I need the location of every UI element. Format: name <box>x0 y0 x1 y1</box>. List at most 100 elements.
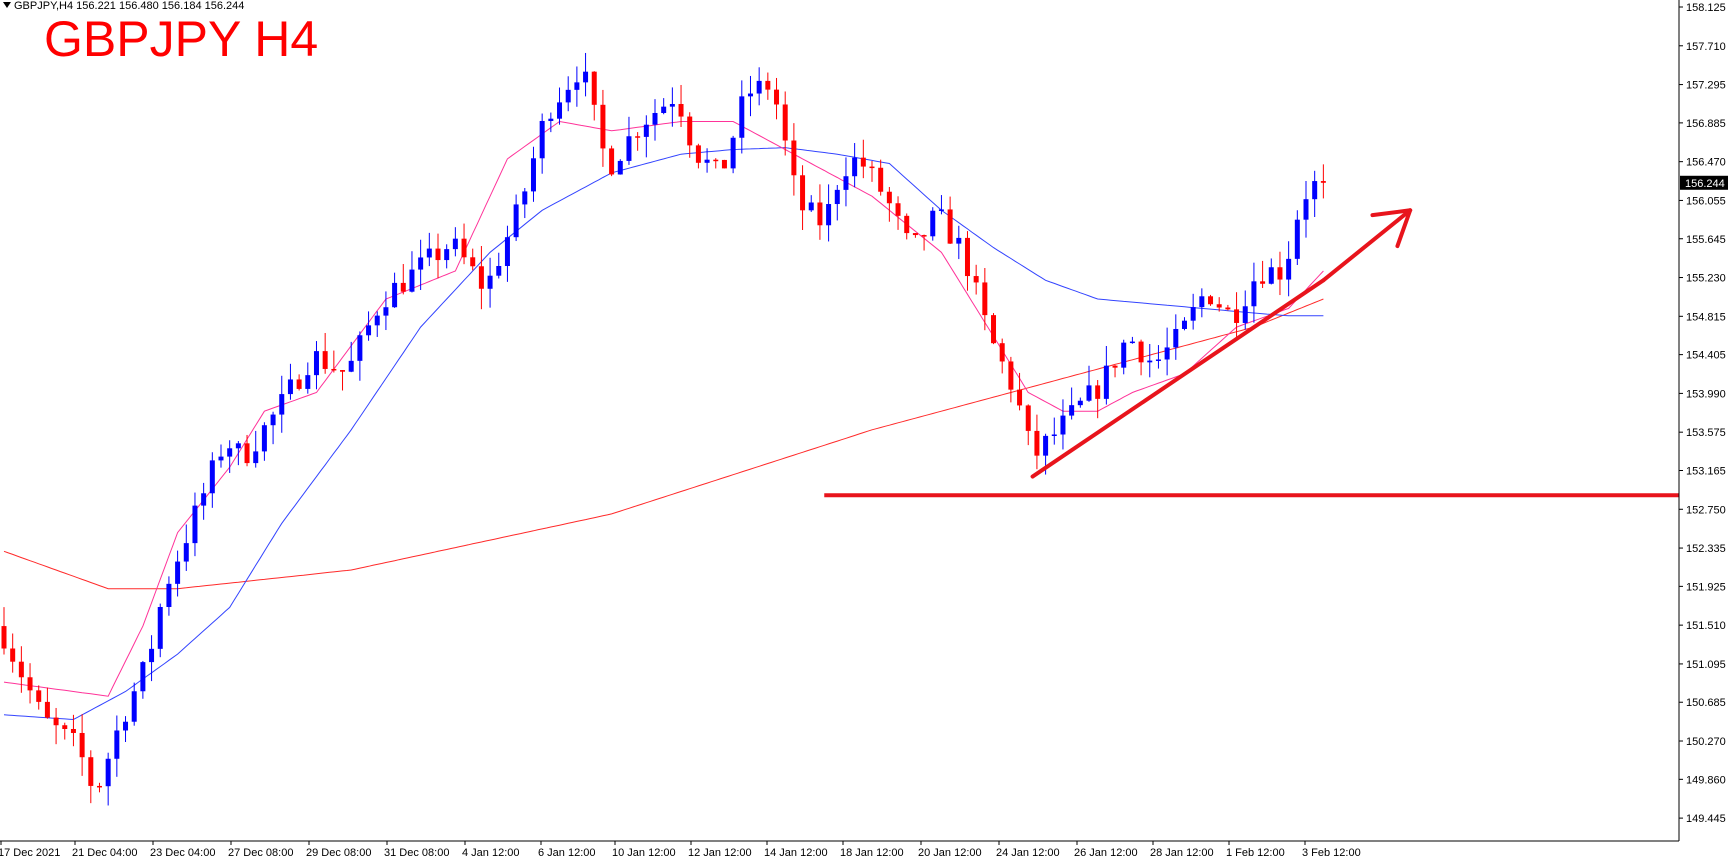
y-tick-label: 153.990 <box>1686 388 1726 400</box>
candle <box>1225 304 1231 311</box>
x-tick-label: 12 Jan 12:00 <box>688 847 752 859</box>
x-tick-label: 23 Dec 04:00 <box>150 847 215 859</box>
candle <box>175 550 181 597</box>
symbol-info-bar: GBPJPY,H4 156.221 156.480 156.184 156.24… <box>3 0 244 12</box>
candle <box>114 715 120 777</box>
candle <box>756 67 762 106</box>
candle <box>1216 297 1222 312</box>
candle <box>1008 356 1014 403</box>
current-price-tag <box>1680 175 1728 190</box>
candle <box>669 87 675 127</box>
candle <box>1069 387 1075 420</box>
y-tick-label: 157.710 <box>1686 41 1726 53</box>
x-tick-label: 29 Dec 08:00 <box>306 847 371 859</box>
candle <box>183 524 189 571</box>
y-tick-label: 158.125 <box>1686 2 1726 14</box>
y-tick-label: 152.335 <box>1686 543 1726 555</box>
candle <box>721 159 727 169</box>
candle <box>565 76 571 112</box>
candle <box>1251 262 1257 323</box>
candle <box>600 89 606 167</box>
candles <box>1 52 1326 806</box>
candle <box>322 332 328 374</box>
y-tick-label: 156.885 <box>1686 118 1726 130</box>
candle <box>70 714 76 747</box>
candle <box>227 440 233 473</box>
candle <box>435 233 441 279</box>
x-tick-label: 31 Dec 08:00 <box>384 847 449 859</box>
candle <box>947 196 953 244</box>
candle <box>1086 365 1092 402</box>
x-tick-label: 18 Jan 12:00 <box>840 847 904 859</box>
candle <box>418 239 424 290</box>
candle <box>609 145 615 177</box>
candle <box>409 251 415 293</box>
candle <box>140 660 146 699</box>
candle <box>539 113 545 174</box>
candle <box>557 87 563 125</box>
candle <box>1155 345 1161 369</box>
candle <box>340 370 346 391</box>
candle <box>921 234 927 251</box>
candle <box>886 186 892 222</box>
candle <box>1060 399 1066 450</box>
candle <box>1129 336 1135 344</box>
candle <box>765 72 771 100</box>
chart-title: GBPJPY H4 <box>44 11 319 67</box>
candle <box>253 430 259 468</box>
y-tick-label: 156.055 <box>1686 195 1726 207</box>
candle <box>591 71 597 121</box>
candle <box>626 116 632 165</box>
candle <box>808 195 814 212</box>
candle <box>739 80 745 154</box>
x-tick-label: 28 Jan 12:00 <box>1150 847 1214 859</box>
candle <box>36 685 42 710</box>
candle <box>774 77 780 120</box>
y-tick-label: 150.270 <box>1686 736 1726 748</box>
candle <box>1242 290 1248 330</box>
candle <box>461 223 467 265</box>
candle <box>452 227 458 257</box>
candle <box>800 165 806 230</box>
candle <box>1121 339 1127 375</box>
ma-slow-line <box>3 298 1324 590</box>
candle <box>261 422 267 461</box>
candle <box>10 633 16 673</box>
y-tick-label: 155.645 <box>1686 234 1726 246</box>
y-tick-label: 149.860 <box>1686 774 1726 786</box>
candle <box>904 213 910 240</box>
candle <box>131 682 137 726</box>
current-price-label: 156.244 <box>1685 178 1725 190</box>
candle <box>522 187 528 219</box>
candle <box>635 132 641 151</box>
candle <box>1268 258 1274 285</box>
candle <box>1051 417 1057 445</box>
y-tick-label: 149.445 <box>1686 813 1726 825</box>
candle <box>1277 251 1283 296</box>
x-tick-label: 10 Jan 12:00 <box>612 847 676 859</box>
candle <box>713 158 719 169</box>
candle <box>513 194 519 242</box>
candle <box>166 576 172 616</box>
candle <box>1138 339 1144 376</box>
candle <box>1025 404 1031 446</box>
dropdown-triangle-icon[interactable] <box>3 2 11 8</box>
candle <box>860 139 866 179</box>
candle <box>123 716 129 743</box>
y-tick-label: 155.230 <box>1686 273 1726 285</box>
candle <box>869 161 875 182</box>
candle <box>912 233 918 238</box>
candle <box>1147 343 1153 378</box>
candle <box>1208 294 1214 306</box>
candle <box>392 272 398 308</box>
candle <box>1199 288 1205 318</box>
candle <box>826 184 832 242</box>
y-tick-label: 151.095 <box>1686 659 1726 671</box>
candle <box>548 112 554 133</box>
candle <box>287 363 293 400</box>
candle <box>643 115 649 158</box>
candle <box>426 232 432 267</box>
candle <box>357 331 363 381</box>
